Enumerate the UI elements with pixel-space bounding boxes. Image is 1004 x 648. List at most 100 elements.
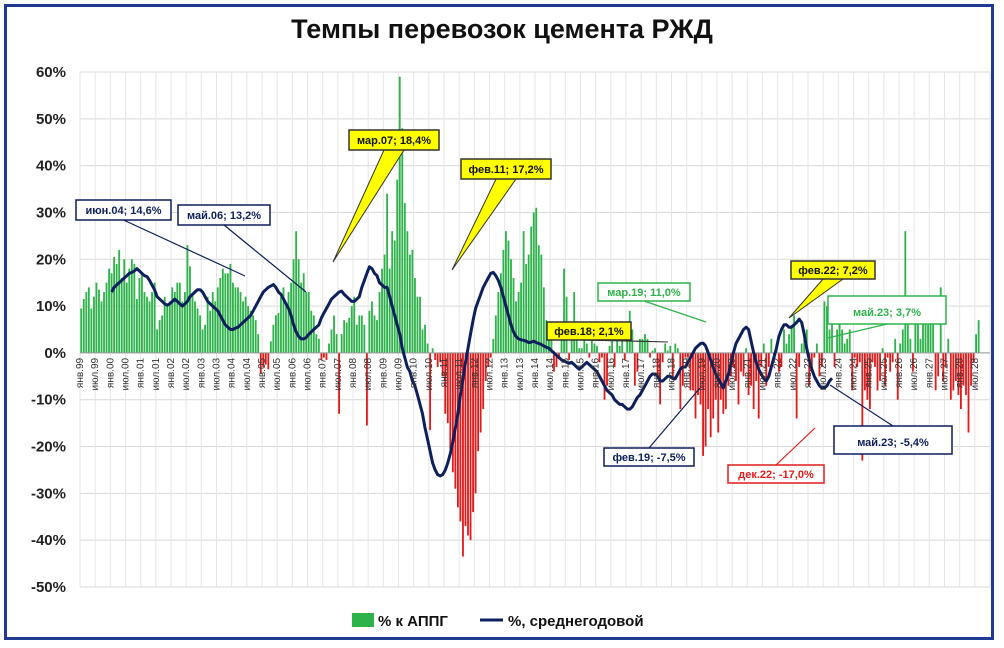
x-tick-label: июл.26 xyxy=(909,357,920,390)
bar xyxy=(765,352,768,386)
callout-box xyxy=(177,204,271,226)
callout-box xyxy=(603,447,695,467)
bar xyxy=(444,352,447,414)
x-tick-label: янв.10 xyxy=(409,357,420,388)
bar xyxy=(666,350,669,353)
bar xyxy=(742,352,745,377)
bar xyxy=(570,338,573,353)
bar xyxy=(353,296,356,353)
x-tick-label: янв.07 xyxy=(318,357,329,388)
x-tick-label: янв.00 xyxy=(105,357,116,388)
callout-pointer xyxy=(643,300,707,323)
bar xyxy=(649,352,651,358)
bar xyxy=(525,263,528,353)
bar xyxy=(242,301,244,353)
bar xyxy=(456,352,459,508)
bar xyxy=(851,352,854,391)
bar xyxy=(899,343,902,353)
bar xyxy=(636,352,639,372)
bar xyxy=(153,282,156,353)
bar xyxy=(929,320,932,353)
bar xyxy=(393,240,396,353)
x-tick-label: июл.27 xyxy=(940,357,951,390)
bar xyxy=(252,315,255,353)
bar xyxy=(712,352,715,419)
bar xyxy=(421,329,424,353)
bar xyxy=(740,352,742,372)
bar xyxy=(95,282,98,353)
bar xyxy=(264,352,267,365)
x-tick-label: июл.01 xyxy=(151,357,162,390)
annotations-layer: июн.04; 14,6% май.06; 13,2% мар.07; 18,4% ф… xyxy=(75,129,953,484)
bar xyxy=(376,320,378,353)
callout-pointer xyxy=(827,323,888,339)
bar xyxy=(484,352,487,381)
bar xyxy=(889,352,892,372)
bar xyxy=(638,338,641,353)
callout-box xyxy=(348,129,440,151)
x-tick-label: янв.21 xyxy=(742,357,753,388)
bar xyxy=(434,352,437,360)
callout-pointer xyxy=(775,427,816,466)
bar xyxy=(656,352,659,377)
bar xyxy=(247,306,250,353)
bar xyxy=(267,352,270,370)
bar xyxy=(173,292,176,353)
bar xyxy=(118,249,121,353)
bar xyxy=(547,338,550,353)
bar xyxy=(856,352,859,367)
bar xyxy=(674,343,677,353)
bar xyxy=(408,254,411,353)
bar xyxy=(826,306,828,353)
bar xyxy=(472,352,474,513)
bar xyxy=(596,345,598,353)
bar xyxy=(694,352,697,419)
bar xyxy=(226,273,229,353)
bar xyxy=(282,287,285,353)
bar xyxy=(866,352,869,400)
bar xyxy=(747,352,750,396)
legend-bar-swatch xyxy=(352,613,374,627)
callout-box xyxy=(75,199,172,221)
bar xyxy=(972,352,975,363)
bar xyxy=(975,334,978,353)
bar xyxy=(87,287,90,353)
bar xyxy=(810,352,813,372)
bar xyxy=(403,203,406,353)
bar xyxy=(386,193,389,353)
bar xyxy=(105,282,108,353)
x-tick-label: июл.03 xyxy=(212,357,223,390)
x-tick-label: янв.05 xyxy=(257,357,268,388)
bar xyxy=(944,352,947,367)
callout-label: фев.19; -7,5% xyxy=(612,452,685,464)
bar xyxy=(737,352,740,405)
bar xyxy=(679,352,682,410)
bar xyxy=(977,320,980,353)
bar xyxy=(646,338,649,353)
bar xyxy=(512,278,515,353)
x-tick-label: янв.99 xyxy=(75,357,86,388)
bar xyxy=(343,320,346,353)
bar xyxy=(568,352,571,360)
bar xyxy=(795,352,798,419)
bar xyxy=(798,352,801,367)
x-tick-label: июл.07 xyxy=(333,357,344,390)
bar xyxy=(85,292,88,353)
y-tick-label: -10% xyxy=(31,392,66,409)
bar xyxy=(209,310,212,353)
bar xyxy=(462,352,464,557)
x-tick-label: июл.21 xyxy=(758,357,769,390)
line-layer xyxy=(110,265,834,478)
callout-box xyxy=(790,260,876,280)
callout-label: фев.22; 7,2% xyxy=(798,265,868,277)
x-tick-label: янв.14 xyxy=(530,357,541,388)
bar xyxy=(151,292,153,353)
bar xyxy=(790,324,793,353)
bar xyxy=(161,315,164,353)
bar xyxy=(970,352,972,386)
bar xyxy=(439,352,442,363)
callout-label: май.23; 3,7% xyxy=(853,307,921,319)
x-tick-label: янв.03 xyxy=(196,357,207,388)
bar xyxy=(687,352,689,358)
